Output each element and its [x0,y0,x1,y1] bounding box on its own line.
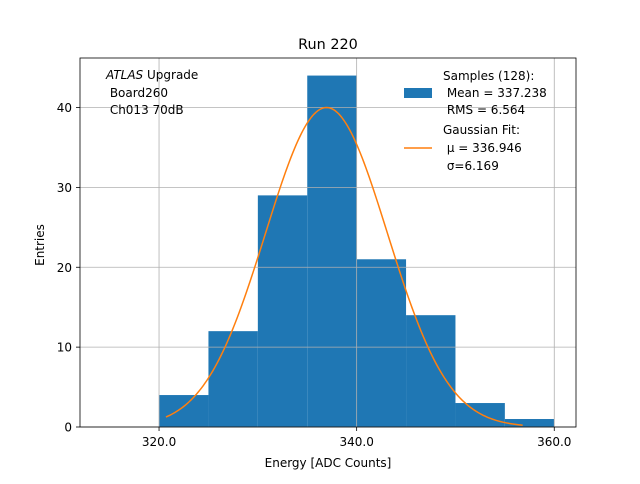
annotation-line-3: Ch013 70dB [106,103,184,117]
annotation-line-2: Board260 [106,86,168,100]
legend-fit-mu: μ = 336.946 [443,141,522,155]
atlas-annotation: ATLAS Upgrade Board260 Ch013 70dB [105,68,198,117]
y-tick-label: 20 [57,261,72,275]
y-tick-label: 40 [57,101,72,115]
histogram-bar [406,315,456,427]
y-tick-label: 0 [64,421,72,435]
x-tick-label: 340.0 [339,435,373,449]
y-axis-label: Entries [33,224,47,266]
x-axis-label: Energy [ADC Counts] [265,456,392,470]
x-tick-label: 360.0 [537,435,571,449]
legend-fit-sigma: σ=6.169 [443,159,499,173]
legend: Samples (128): Mean = 337.238 RMS = 6.56… [404,69,547,173]
legend-fit-title: Gaussian Fit: [443,123,520,137]
upgrade-label: Upgrade [143,68,198,82]
y-axis-ticks: 0 10 20 30 40 [57,101,80,435]
histogram-bar [504,419,555,427]
legend-samples-mean: Mean = 337.238 [443,86,547,100]
gaussian-fit [165,106,523,426]
chart-title: Run 220 [298,37,358,53]
histogram-bars [159,75,555,428]
histogram-bar [356,259,407,427]
x-tick-label: 320.0 [142,435,176,449]
y-tick-label: 10 [57,341,72,355]
histogram-bar [159,395,209,427]
histogram-bar [307,75,357,428]
histogram-bar [208,331,258,427]
histogram-bar [257,195,308,427]
y-tick-label: 30 [57,181,72,195]
annotation-line-1: ATLAS Upgrade [105,68,198,82]
plot-frame [79,57,577,428]
legend-samples-swatch [404,88,432,98]
legend-samples-rms: RMS = 6.564 [443,103,525,117]
histogram-bar [455,403,505,427]
legend-samples-title: Samples (128): [443,69,534,83]
x-axis-ticks: 320.0 340.0 360.0 [142,427,571,449]
atlas-label: ATLAS [105,68,144,82]
gaussian-fit-curve [165,106,523,426]
